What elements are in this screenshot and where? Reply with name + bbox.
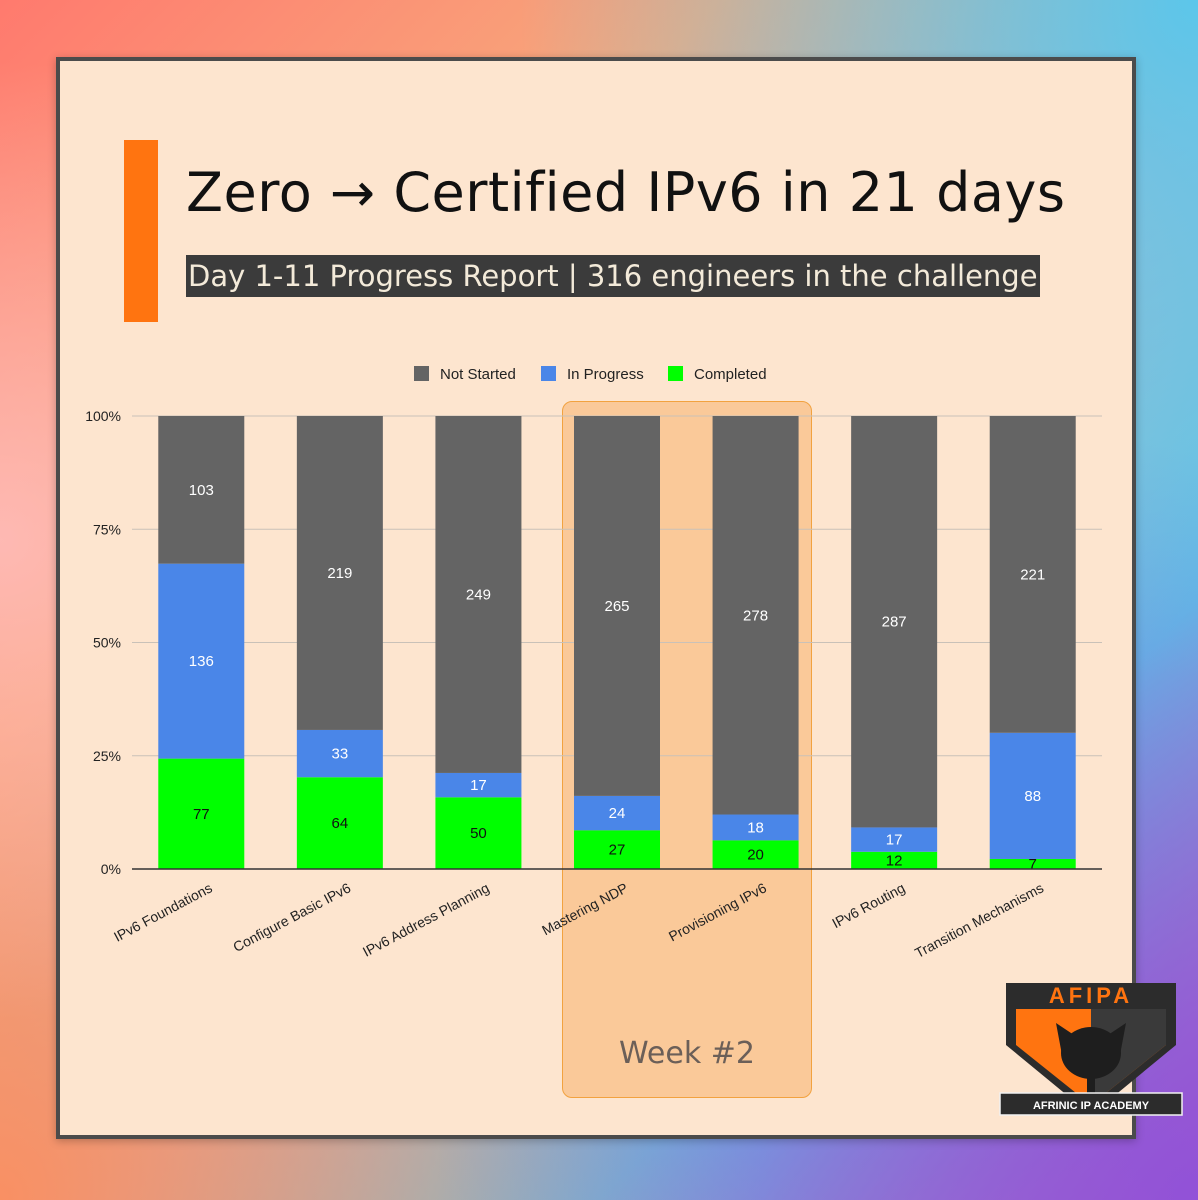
data-label: 88 — [1024, 788, 1041, 805]
data-label: 33 — [332, 746, 349, 763]
accent-bar — [124, 140, 158, 322]
x-tick-label: Configure Basic IPv6 — [230, 879, 353, 955]
legend-label: Not Started — [440, 366, 516, 383]
y-tick-label: 100% — [85, 408, 121, 424]
bar-segment — [574, 830, 660, 869]
week-label: Week #2 — [619, 1036, 755, 1071]
svg-text:AFIPA: AFIPA — [1049, 983, 1133, 1008]
bar-segment — [712, 416, 799, 815]
data-label: 249 — [466, 586, 491, 603]
bar-segment — [851, 851, 938, 869]
legend-swatch — [541, 366, 556, 381]
bar-segment — [296, 777, 383, 869]
bar-segment — [989, 732, 1076, 859]
data-label: 221 — [1020, 566, 1045, 583]
bar-segment — [158, 758, 245, 869]
y-tick-label: 75% — [93, 521, 121, 537]
bar-segment — [435, 416, 522, 773]
svg-text:AFRINIC IP ACADEMY: AFRINIC IP ACADEMY — [1033, 1100, 1150, 1112]
bar-segment — [989, 858, 1076, 869]
legend-label: Completed — [694, 366, 767, 383]
data-label: 77 — [193, 806, 210, 823]
x-tick-label: IPv6 Routing — [829, 880, 907, 932]
data-label: 27 — [609, 842, 626, 859]
x-tick-label: Transition Mechanisms — [912, 880, 1046, 961]
data-label: 103 — [189, 482, 214, 499]
legend-swatch — [668, 366, 683, 381]
afipa-logo: AFIPA AFRINIC IP ACADEMY — [999, 983, 1183, 1116]
data-label: 20 — [747, 847, 764, 864]
page-title: Zero → Certified IPv6 in 21 days — [186, 161, 1066, 224]
y-tick-label: 0% — [101, 861, 121, 877]
legend-label: In Progress — [567, 366, 644, 383]
x-tick-label: Mastering NDP — [539, 880, 630, 939]
data-label: 219 — [327, 565, 352, 582]
bar-segment — [712, 814, 799, 841]
data-label: 7 — [1029, 856, 1037, 873]
bar-segment — [158, 416, 245, 564]
data-label: 278 — [743, 607, 768, 624]
bar-segment — [296, 729, 383, 778]
data-label: 50 — [470, 825, 487, 842]
data-label: 265 — [604, 598, 629, 615]
bar-segment — [158, 563, 245, 759]
data-label: 12 — [886, 852, 903, 869]
data-label: 24 — [609, 805, 626, 822]
bar-segment — [574, 795, 660, 831]
legend-swatch — [414, 366, 429, 381]
data-label: 64 — [332, 815, 349, 832]
bar-segment — [989, 416, 1076, 733]
y-tick-label: 25% — [93, 748, 121, 764]
bar-segment — [851, 827, 938, 852]
data-label: 17 — [886, 832, 903, 849]
x-tick-label: Provisioning IPv6 — [666, 879, 769, 944]
y-tick-label: 50% — [93, 635, 121, 651]
bar-segment — [851, 416, 938, 828]
page-subtitle: Day 1-11 Progress Report | 316 engineers… — [186, 255, 1040, 297]
bar-segment — [435, 772, 522, 798]
data-label: 136 — [189, 653, 214, 670]
data-label: 17 — [470, 777, 487, 794]
data-label: 18 — [747, 819, 764, 836]
bar-segment — [435, 797, 522, 869]
x-tick-label: IPv6 Address Planning — [360, 880, 492, 960]
bar-segment — [712, 840, 799, 869]
bar-segment — [296, 416, 383, 730]
data-label: 287 — [882, 614, 907, 631]
x-tick-label: IPv6 Foundations — [111, 880, 215, 945]
bar-segment — [574, 416, 660, 796]
